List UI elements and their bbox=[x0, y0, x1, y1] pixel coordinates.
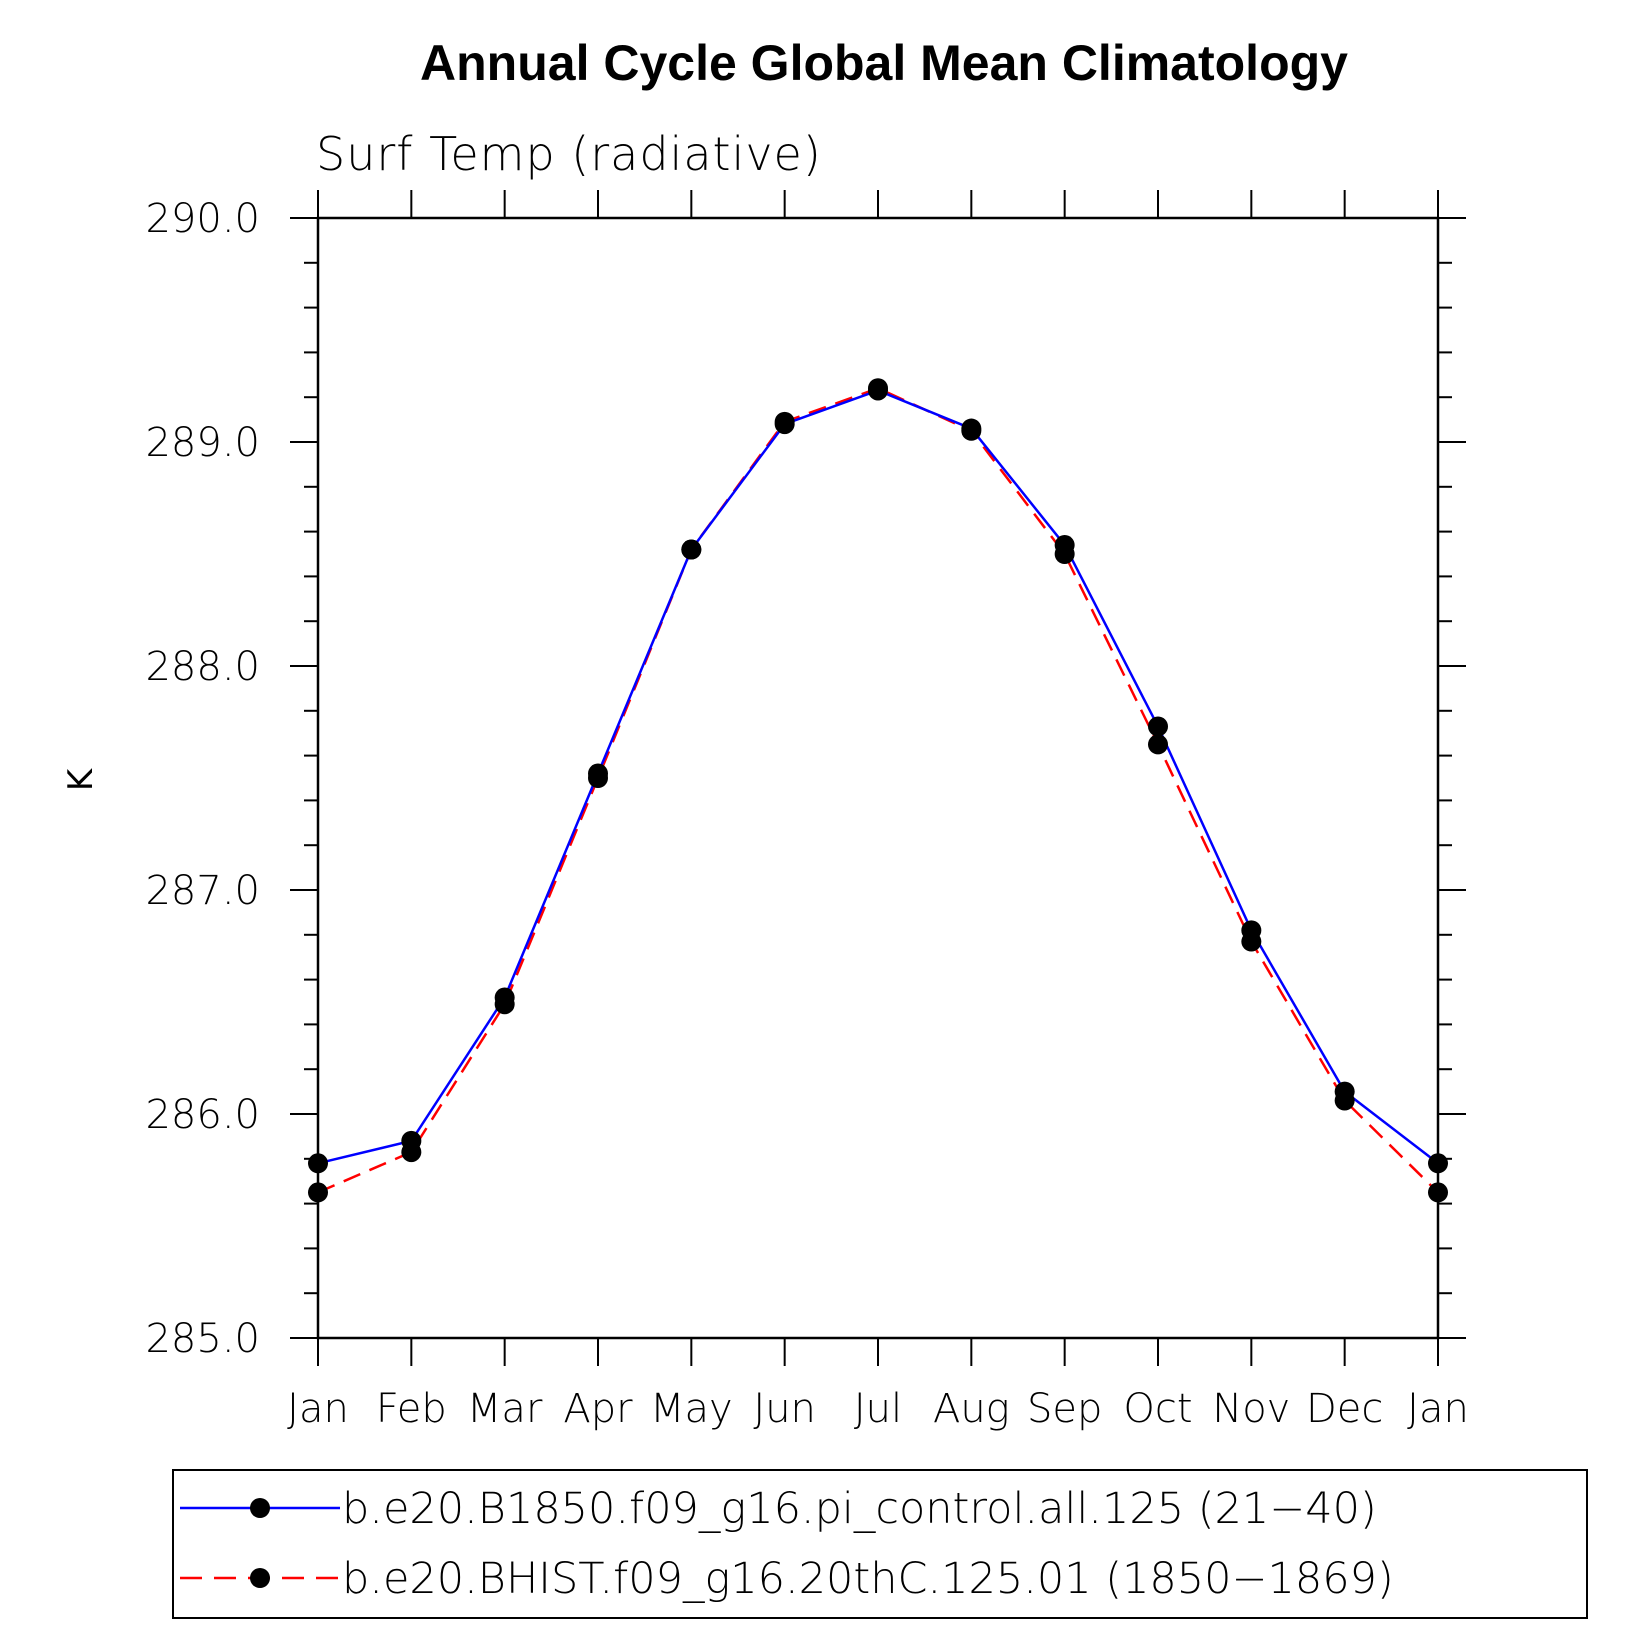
x-tick-label: Dec bbox=[1306, 1386, 1383, 1432]
data-point bbox=[308, 1182, 328, 1203]
data-point bbox=[774, 411, 795, 432]
y-tick-label: 286.0 bbox=[145, 1092, 260, 1138]
x-tick-label: Jul bbox=[854, 1386, 902, 1432]
data-point bbox=[1148, 734, 1168, 755]
legend-box bbox=[172, 1469, 1588, 1619]
series-line-0 bbox=[317, 389, 1439, 1165]
x-tick-label: Jan bbox=[1407, 1386, 1469, 1432]
x-tick-label: May bbox=[650, 1386, 733, 1432]
data-point bbox=[681, 539, 702, 560]
x-tick-label: Feb bbox=[376, 1386, 447, 1432]
legend: b.e20.B1850.f09_g16.pi_control.all.125 (… bbox=[172, 1469, 1588, 1619]
x-tick-label: Apr bbox=[563, 1386, 633, 1432]
data-point bbox=[1334, 1090, 1355, 1111]
data-point bbox=[308, 1153, 328, 1174]
x-tick-label: Oct bbox=[1123, 1386, 1192, 1432]
data-point bbox=[1428, 1182, 1448, 1203]
x-tick-label: Aug bbox=[933, 1386, 1010, 1432]
y-tick-label: 290.0 bbox=[145, 196, 260, 242]
y-tick-label: 285.0 bbox=[145, 1316, 260, 1362]
data-point bbox=[494, 994, 515, 1015]
data-point bbox=[401, 1142, 422, 1163]
data-point bbox=[1054, 544, 1075, 564]
data-point bbox=[1428, 1153, 1448, 1174]
x-tick-label: Mar bbox=[467, 1386, 543, 1432]
x-tick-label: Nov bbox=[1212, 1386, 1290, 1432]
y-tick-label: 287.0 bbox=[145, 868, 260, 914]
data-point bbox=[1241, 931, 1262, 952]
chart-title: Annual Cycle Global Mean Climatology bbox=[420, 35, 1348, 91]
data-point bbox=[1148, 716, 1168, 737]
legend-marker bbox=[250, 1498, 270, 1518]
plot-area: 285.0 286.0 287.0 288.0 289.0 290.0 Jan Feb Mar A… bbox=[145, 190, 1469, 1432]
chart-subtitle: Surf Temp (radiative) bbox=[316, 127, 822, 181]
y-tick-label: 289.0 bbox=[145, 420, 260, 466]
data-point bbox=[868, 378, 888, 399]
x-tick-label: Sep bbox=[1027, 1386, 1102, 1432]
y-axis-label: K bbox=[61, 767, 101, 791]
data-point bbox=[588, 768, 608, 788]
y-tick-label: 288.0 bbox=[145, 644, 260, 690]
x-tick-label: Jan bbox=[287, 1386, 349, 1432]
x-tick-label: Jun bbox=[753, 1386, 816, 1432]
series-line-1 bbox=[317, 386, 1439, 1194]
legend-marker bbox=[250, 1568, 270, 1588]
legend-label-1: b.e20.BHIST.f09_g16.20thC.125.01 (1850−1… bbox=[342, 1554, 1394, 1604]
legend-label-0: b.e20.B1850.f09_g16.pi_control.all.125 (… bbox=[342, 1484, 1377, 1534]
data-point bbox=[961, 420, 982, 441]
